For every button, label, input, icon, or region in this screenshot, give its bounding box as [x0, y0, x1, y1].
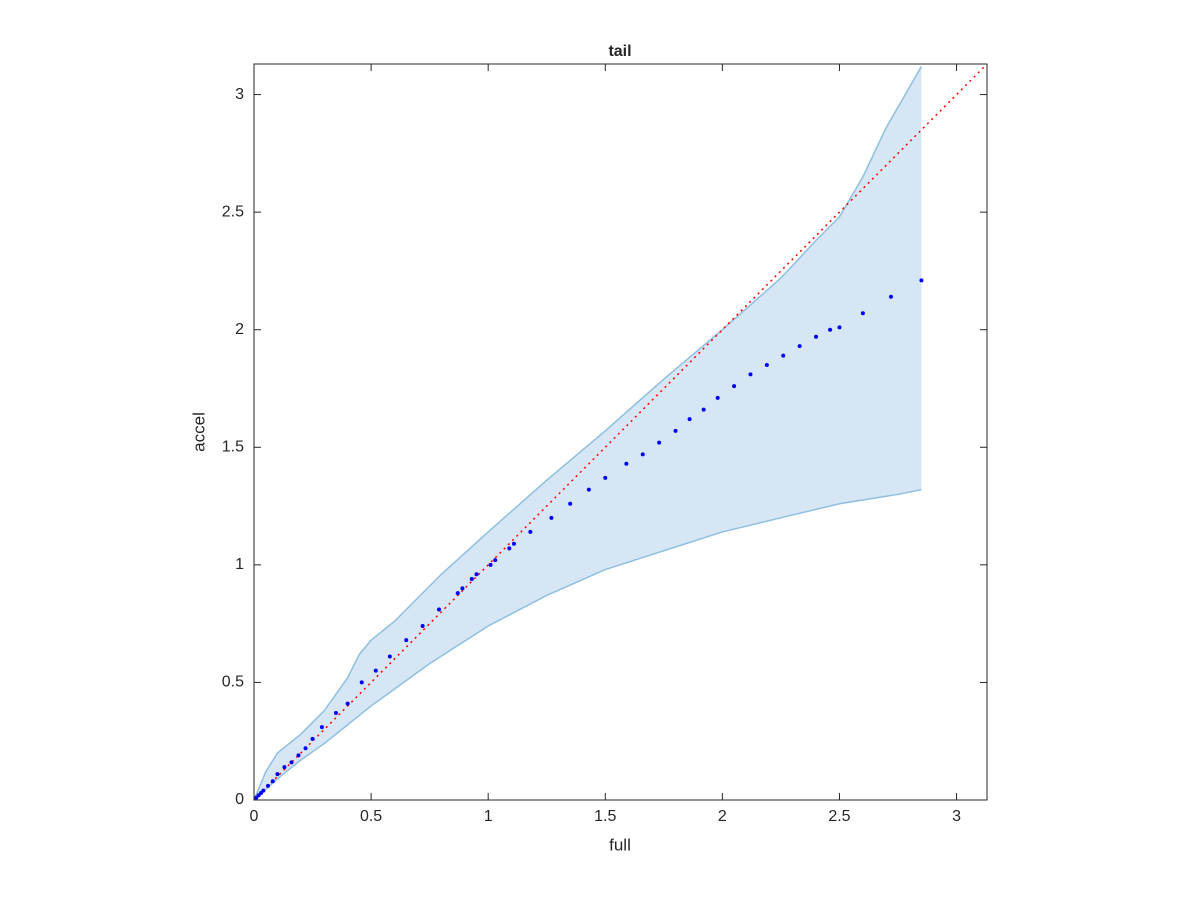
point	[624, 461, 629, 466]
point	[837, 325, 842, 330]
point	[387, 654, 392, 659]
point	[568, 501, 573, 506]
axes-box	[253, 63, 988, 801]
band-fill	[254, 66, 922, 800]
point	[296, 753, 301, 758]
point	[359, 680, 364, 685]
point	[673, 428, 678, 433]
point	[404, 638, 409, 643]
point	[420, 623, 425, 628]
reference-line	[253, 63, 988, 801]
point	[748, 372, 753, 377]
band-edge	[253, 488, 922, 801]
point	[266, 783, 271, 788]
point	[888, 294, 893, 299]
point	[603, 475, 608, 480]
x-axis-label: full	[609, 835, 631, 854]
point	[860, 311, 865, 316]
point	[715, 395, 720, 400]
point	[549, 515, 554, 520]
point	[732, 384, 737, 389]
y-tick-label: 1	[235, 556, 244, 573]
point	[303, 746, 308, 751]
point	[488, 562, 493, 567]
x-tick-label: 3	[952, 808, 961, 825]
point	[687, 417, 692, 422]
y-tick-label: 0.5	[222, 674, 244, 691]
point	[828, 327, 833, 332]
point	[270, 779, 275, 784]
point	[455, 591, 460, 596]
y-tick-label: 0	[235, 791, 244, 808]
point	[437, 607, 442, 612]
point	[319, 725, 324, 730]
y-tick-label: 1.5	[222, 439, 244, 456]
point	[814, 334, 819, 339]
y-tick-label: 2	[235, 321, 244, 338]
point	[528, 529, 533, 534]
point	[373, 668, 378, 673]
x-tick-label: 0.5	[360, 808, 382, 825]
chart-title: tail	[608, 43, 631, 60]
point	[310, 736, 315, 741]
point	[797, 344, 802, 349]
point	[493, 558, 498, 563]
point	[261, 788, 266, 793]
point	[701, 407, 706, 412]
point	[469, 576, 474, 581]
point	[764, 362, 769, 367]
x-tick-label: 0	[250, 808, 259, 825]
point	[282, 765, 287, 770]
x-tick-label: 2.5	[828, 808, 850, 825]
point	[333, 710, 338, 715]
point	[289, 760, 294, 765]
y-tick-label: 3	[235, 86, 244, 103]
y-tick-label: 2.5	[222, 203, 244, 220]
point	[586, 487, 591, 492]
x-tick-label: 1	[484, 808, 493, 825]
band-edge	[253, 65, 923, 801]
point	[511, 541, 516, 546]
point	[474, 572, 479, 577]
y-axis-label: accel	[189, 412, 208, 452]
point	[460, 586, 465, 591]
point	[275, 772, 280, 777]
point	[507, 546, 512, 551]
x-tick-label: 1.5	[594, 808, 616, 825]
point	[657, 440, 662, 445]
point	[781, 353, 786, 358]
point	[640, 452, 645, 457]
point	[345, 701, 350, 706]
x-tick-label: 2	[718, 808, 727, 825]
point	[919, 278, 924, 283]
